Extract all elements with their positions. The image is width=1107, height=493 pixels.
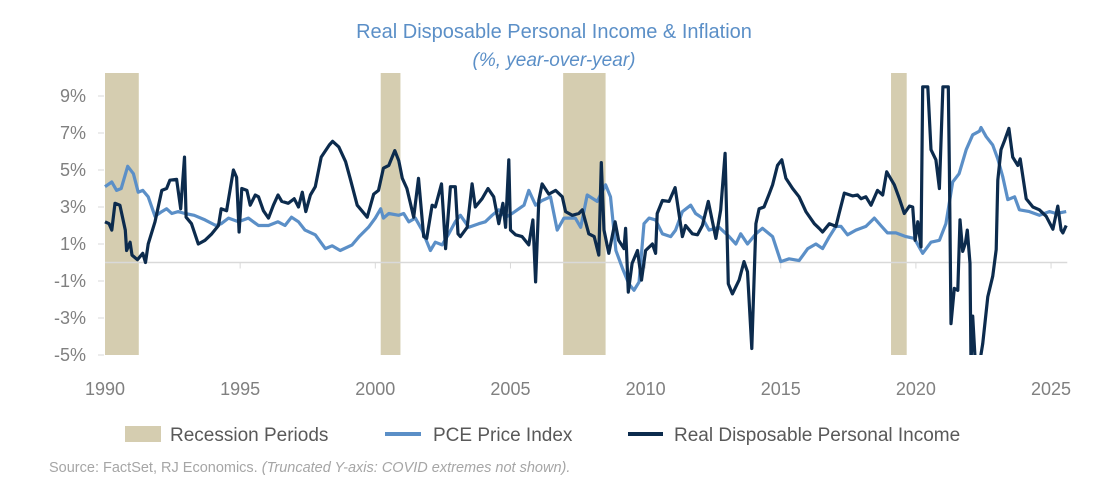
x-tick-label: 2020 bbox=[896, 379, 936, 399]
source-note: Source: FactSet, RJ Economics. (Truncate… bbox=[49, 460, 570, 476]
legend: Recession Periods PCE Price Index Real D… bbox=[125, 425, 960, 446]
recession-band bbox=[891, 73, 907, 355]
x-tick-label: 1990 bbox=[85, 379, 125, 399]
legend-label-recession: Recession Periods bbox=[170, 425, 328, 446]
axes: -5% -3% -1% 1% 3% 5% 7% 9% 1990 1995 2000 2005 2010 2… bbox=[54, 86, 1071, 399]
x-tick-label: 2010 bbox=[626, 379, 666, 399]
legend-label-rdpi: Real Disposable Personal Income bbox=[674, 425, 960, 446]
chart-subtitle: (%, year-over-year) bbox=[473, 50, 636, 71]
source-text: Source: FactSet, RJ Economics. bbox=[49, 460, 258, 476]
chart-title: Real Disposable Personal Income & Inflat… bbox=[356, 21, 752, 43]
real-disposable-income-line bbox=[104, 85, 1068, 355]
y-tick-label: 1% bbox=[60, 234, 86, 254]
y-tick-label: -1% bbox=[54, 271, 86, 291]
legend-swatch-recession bbox=[125, 426, 161, 442]
x-tick-label: 2025 bbox=[1031, 379, 1071, 399]
y-tick-label: 9% bbox=[60, 86, 86, 106]
x-tick-label: 1995 bbox=[220, 379, 260, 399]
legend-label-pce: PCE Price Index bbox=[433, 425, 573, 446]
source-caveat: (Truncated Y-axis: COVID extremes not sh… bbox=[262, 460, 571, 476]
series-lines bbox=[104, 85, 1068, 355]
x-tick-label: 2000 bbox=[355, 379, 395, 399]
y-tick-label: -3% bbox=[54, 308, 86, 328]
y-tick-label: -5% bbox=[54, 345, 86, 365]
y-tick-label: 3% bbox=[60, 197, 86, 217]
x-tick-label: 2015 bbox=[761, 379, 801, 399]
y-tick-label: 7% bbox=[60, 123, 86, 143]
y-tick-label: 5% bbox=[60, 160, 86, 180]
x-tick-label: 2005 bbox=[490, 379, 530, 399]
